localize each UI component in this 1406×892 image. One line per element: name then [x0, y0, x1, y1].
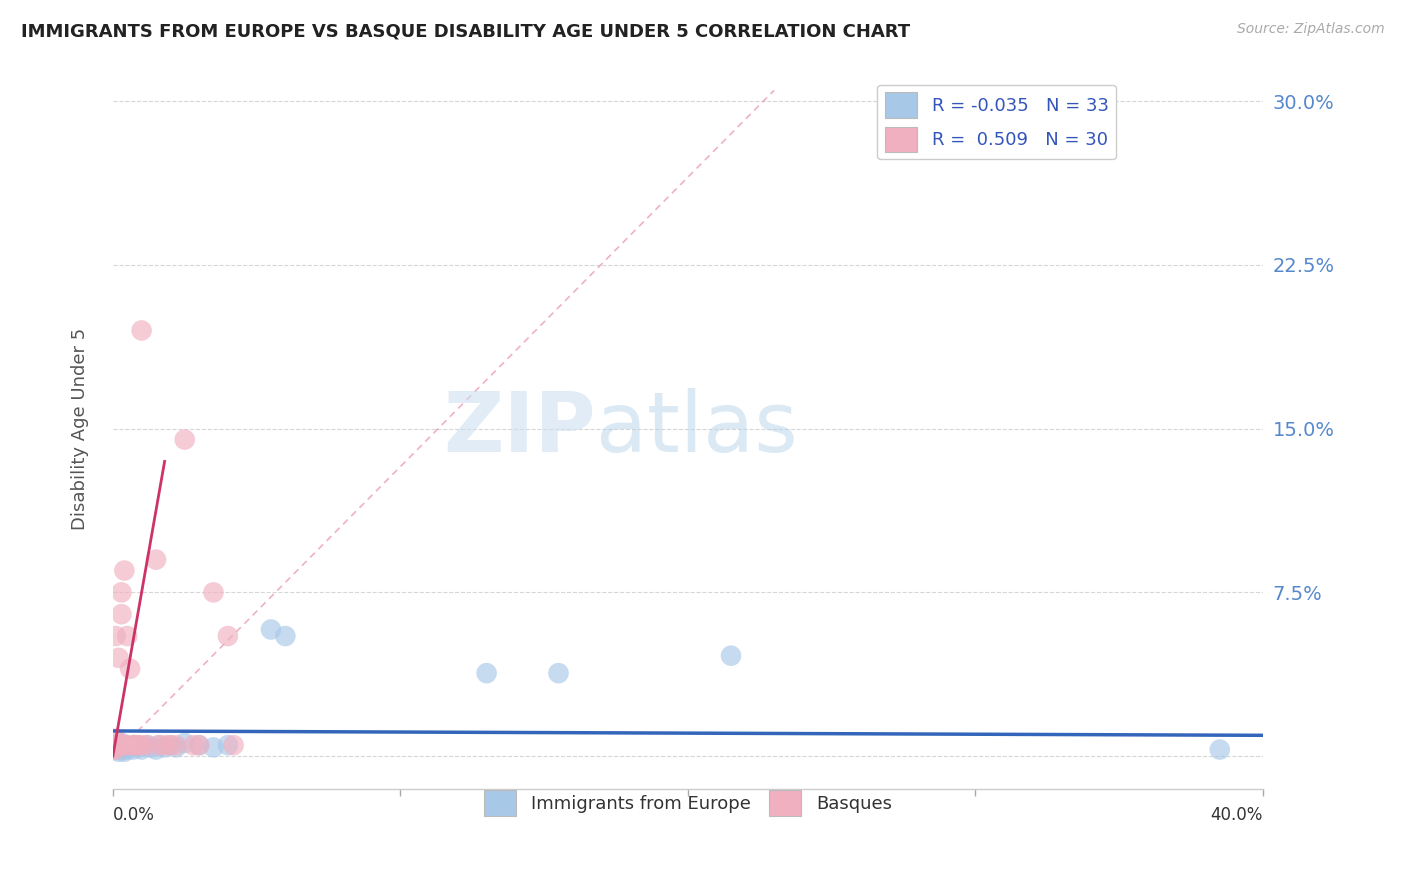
Point	[104, 738, 127, 752]
Point	[131, 742, 153, 756]
Point	[183, 738, 205, 752]
Point	[217, 738, 239, 752]
Point	[101, 738, 124, 752]
Point	[110, 742, 132, 756]
Point	[547, 666, 569, 681]
Point	[145, 742, 167, 756]
Point	[110, 736, 132, 750]
Point	[222, 738, 245, 752]
Point	[1209, 742, 1232, 756]
Text: IMMIGRANTS FROM EUROPE VS BASQUE DISABILITY AGE UNDER 5 CORRELATION CHART: IMMIGRANTS FROM EUROPE VS BASQUE DISABIL…	[21, 22, 910, 40]
Point	[148, 738, 170, 752]
Point	[202, 740, 225, 755]
Point	[104, 742, 127, 756]
Point	[115, 742, 138, 756]
Point	[202, 585, 225, 599]
Point	[260, 623, 283, 637]
Point	[145, 552, 167, 566]
Point	[115, 738, 138, 752]
Point	[125, 738, 148, 752]
Text: ZIP: ZIP	[443, 388, 596, 469]
Text: 0.0%: 0.0%	[112, 806, 155, 824]
Point	[112, 740, 135, 755]
Point	[131, 738, 153, 752]
Point	[720, 648, 742, 663]
Y-axis label: Disability Age Under 5: Disability Age Under 5	[72, 327, 89, 530]
Point	[217, 629, 239, 643]
Point	[107, 745, 129, 759]
Point	[112, 745, 135, 759]
Point	[104, 742, 127, 756]
Text: 40.0%: 40.0%	[1211, 806, 1263, 824]
Point	[107, 740, 129, 755]
Point	[128, 738, 150, 752]
Point	[112, 738, 135, 752]
Point	[475, 666, 498, 681]
Point	[188, 738, 211, 752]
Text: atlas: atlas	[596, 388, 797, 469]
Point	[165, 740, 187, 755]
Point	[112, 564, 135, 578]
Point	[107, 651, 129, 665]
Point	[153, 740, 176, 755]
Point	[131, 323, 153, 337]
Point	[159, 738, 181, 752]
Point	[104, 629, 127, 643]
Point	[110, 607, 132, 622]
Point	[110, 738, 132, 752]
Point	[128, 740, 150, 755]
Point	[165, 738, 187, 752]
Point	[115, 629, 138, 643]
Point	[173, 736, 195, 750]
Point	[136, 738, 159, 752]
Legend: Immigrants from Europe, Basques: Immigrants from Europe, Basques	[477, 783, 898, 823]
Point	[139, 740, 162, 755]
Point	[101, 742, 124, 756]
Point	[120, 740, 142, 755]
Point	[122, 738, 145, 752]
Point	[159, 738, 181, 752]
Point	[173, 433, 195, 447]
Point	[274, 629, 297, 643]
Point	[101, 742, 124, 756]
Point	[110, 585, 132, 599]
Point	[136, 738, 159, 752]
Point	[153, 738, 176, 752]
Point	[122, 742, 145, 756]
Point	[125, 738, 148, 752]
Point	[188, 738, 211, 752]
Text: Source: ZipAtlas.com: Source: ZipAtlas.com	[1237, 22, 1385, 37]
Point	[107, 736, 129, 750]
Point	[115, 738, 138, 752]
Point	[148, 738, 170, 752]
Point	[120, 662, 142, 676]
Point	[104, 731, 127, 746]
